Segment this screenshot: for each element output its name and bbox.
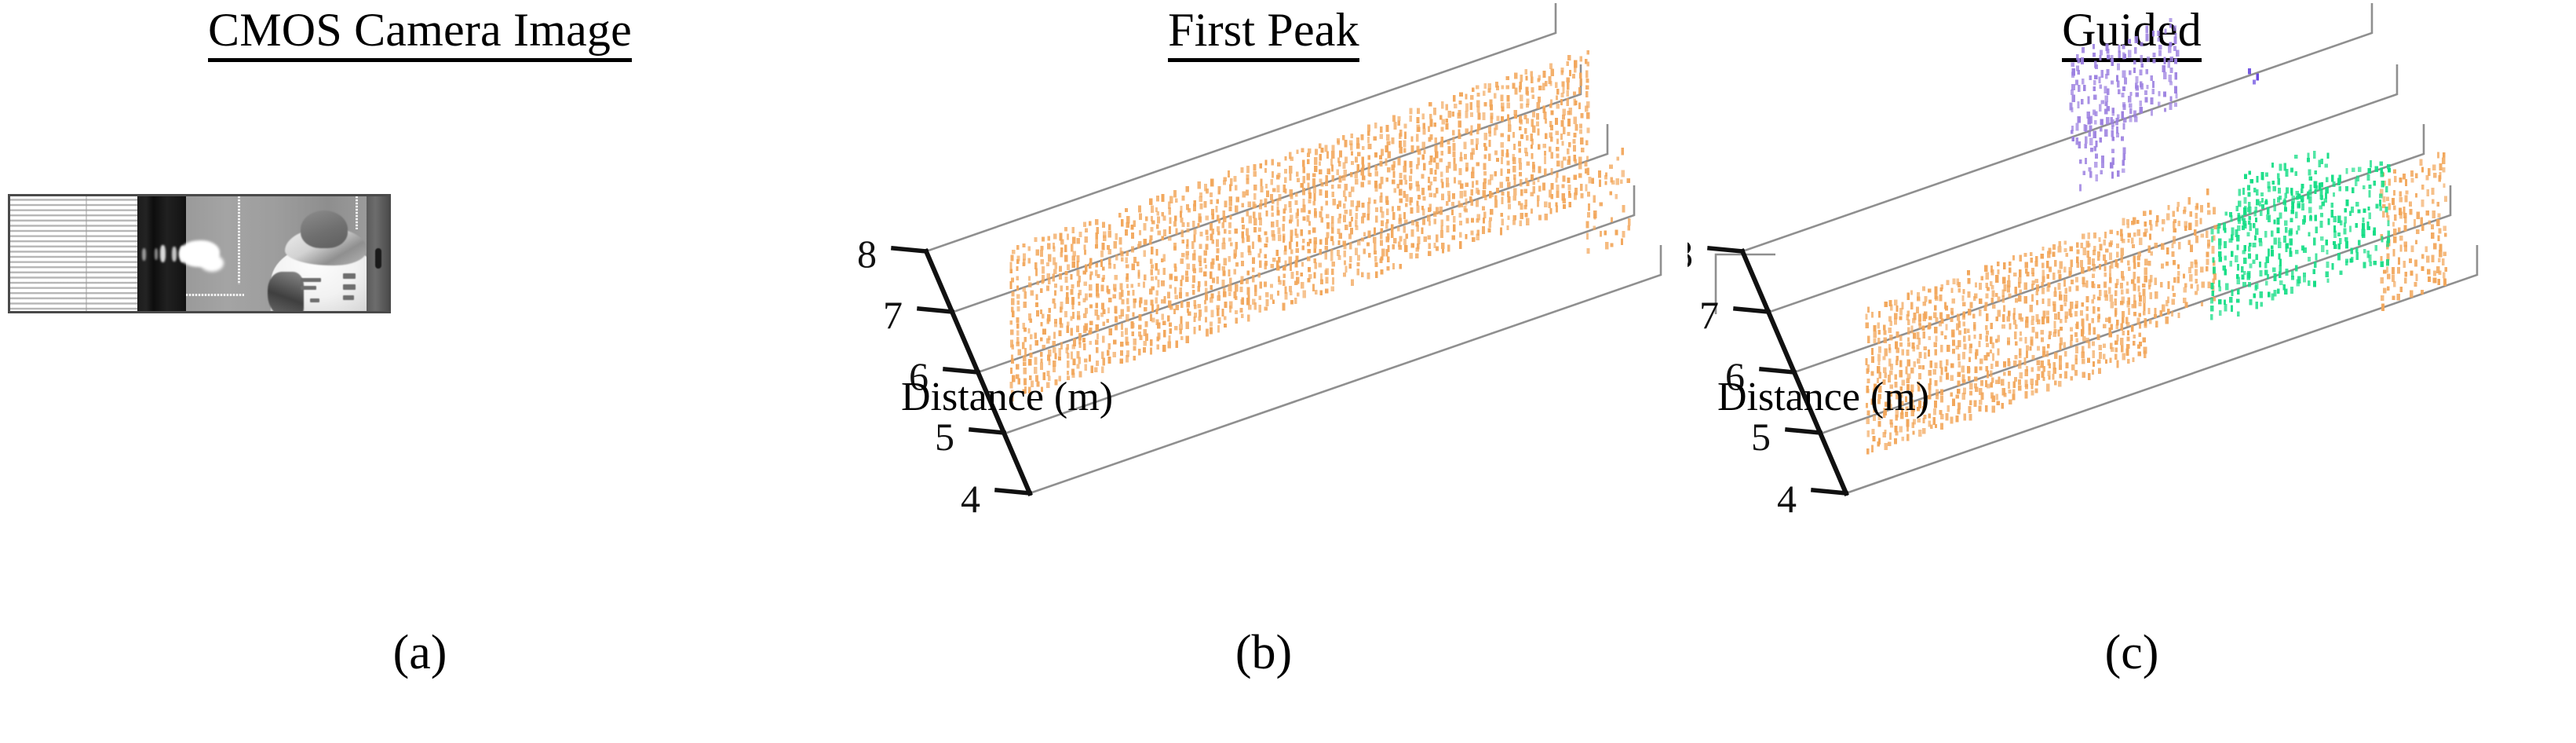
plot-b-tick-labels: 8 7 6 5 4 <box>857 232 980 521</box>
tick-label-4: 4 <box>961 477 980 521</box>
curtain-seam-vertical <box>238 196 240 284</box>
tick-label-4: 4 <box>1777 477 1797 521</box>
panel-guided: Guided 8 7 6 <box>1688 0 2576 743</box>
hoodie-print-4 <box>343 284 356 290</box>
panel-first-peak: First Peak 8 7 <box>840 0 1688 743</box>
stripe-seam <box>86 196 87 311</box>
first-peak-orange-cloud <box>1009 50 1631 401</box>
panel-b-title-text: First Peak <box>1168 6 1359 62</box>
guided-point-cloud <box>1865 18 2447 455</box>
plot-b-svg: 8 7 6 5 4 <box>857 3 1662 521</box>
panel-b-title: First Peak <box>840 6 1688 62</box>
plot-b-axis <box>891 246 1033 496</box>
panel-b-caption: (b) <box>1235 626 1293 679</box>
tick-label-5: 5 <box>935 415 954 459</box>
cmos-camera-image <box>8 194 391 313</box>
bright-spot-secondary <box>200 254 224 272</box>
tick-label-6: 6 <box>909 354 929 398</box>
panel-a-caption: (a) <box>392 626 447 679</box>
tick-label-5: 5 <box>1751 415 1771 459</box>
panel-c-title: Guided <box>1688 6 2576 62</box>
plot-c-frame <box>1714 3 2479 495</box>
plot-b-frame <box>925 3 1662 495</box>
panel-b-axis-title: Distance (m) <box>901 375 1114 419</box>
tick-label-7: 7 <box>1699 293 1719 337</box>
panel-c-title-text: Guided <box>2062 6 2202 62</box>
cmos-image-content <box>10 196 389 311</box>
tick-label-8: 8 <box>857 232 877 276</box>
first-peak-point-cloud-plot: 8 7 6 5 4 <box>840 0 1688 597</box>
panel-c-axis-title: Distance (m) <box>1717 375 1930 419</box>
curtain-seam-horizontal <box>186 294 244 296</box>
stripe-pattern-region <box>10 196 137 311</box>
panel-c-caption: (c) <box>2104 626 2159 679</box>
panel-a-title: CMOS Camera Image <box>0 6 840 62</box>
glint-1 <box>142 248 146 261</box>
plot-c-tick-labels: 8 7 6 5 4 <box>1688 232 1797 521</box>
plot-c-axis <box>1707 246 1849 496</box>
tick-label-7: 7 <box>883 293 903 337</box>
plot-c-svg: 8 7 6 5 4 <box>1688 3 2479 521</box>
hoodie-print-6 <box>310 298 319 302</box>
person-head <box>301 210 348 248</box>
panel-cmos-camera-image: CMOS Camera Image <box>0 0 840 743</box>
scene-photo-region <box>179 196 389 311</box>
curtain-seam-vertical-2 <box>356 196 358 229</box>
tick-label-6: 6 <box>1725 354 1745 398</box>
person-arm <box>268 272 304 311</box>
hoodie-print-1 <box>301 278 321 282</box>
hoodie-print-5 <box>343 295 354 300</box>
hoodie-print-3 <box>343 273 356 279</box>
tick-label-8: 8 <box>1688 232 1693 276</box>
panel-a-title-text: CMOS Camera Image <box>208 6 632 62</box>
glint-2 <box>155 248 158 260</box>
glint-3 <box>160 245 166 262</box>
guided-point-cloud-plot: 8 7 6 5 4 <box>1688 0 2576 597</box>
hoodie-print-2 <box>301 286 316 290</box>
door-handle <box>375 248 381 269</box>
glint-4 <box>172 247 177 262</box>
